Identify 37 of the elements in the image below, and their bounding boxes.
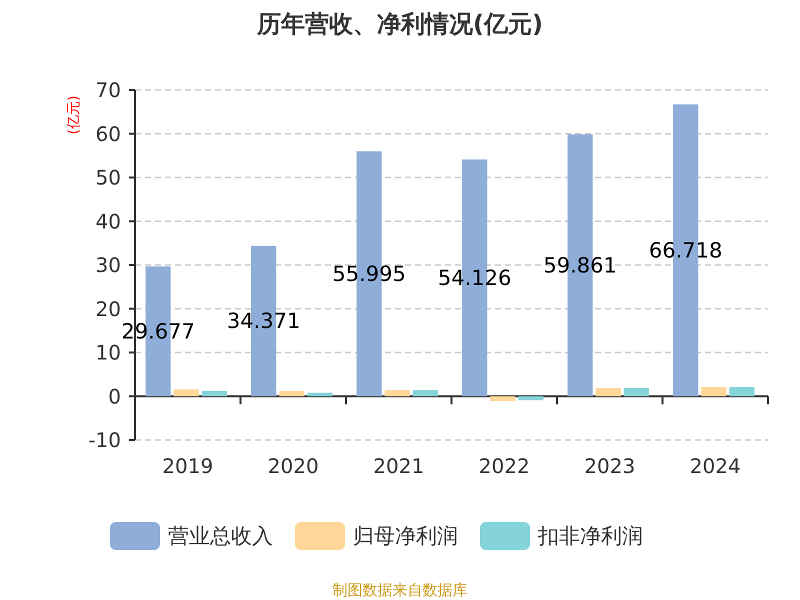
text: 制图数据来自数据库 bbox=[332, 581, 468, 599]
legend-label: 归母净利润 bbox=[353, 524, 458, 548]
x-tick-label: 2021 bbox=[373, 454, 424, 478]
y-tick-label: 30 bbox=[96, 253, 121, 277]
y-tick-label: 60 bbox=[96, 122, 121, 146]
y-axis-title: (亿元) bbox=[66, 96, 82, 134]
data-label: 59.861 bbox=[543, 253, 617, 278]
data-label: 54.126 bbox=[438, 266, 512, 290]
y-tick-label: 0 bbox=[108, 384, 121, 408]
bar bbox=[202, 391, 227, 396]
bar bbox=[412, 390, 438, 396]
bar bbox=[307, 392, 332, 396]
legend-label: 扣非净利润 bbox=[537, 524, 643, 548]
bar bbox=[596, 388, 621, 396]
bar bbox=[384, 390, 410, 396]
bar bbox=[174, 389, 199, 396]
legend-label: 营业总收入 bbox=[168, 524, 273, 548]
data-label: 66.718 bbox=[648, 238, 722, 262]
y-tick-label: 40 bbox=[96, 209, 121, 234]
bar bbox=[729, 387, 754, 396]
bar bbox=[624, 388, 649, 396]
x-tick-label: 2019 bbox=[162, 454, 214, 478]
bar bbox=[490, 396, 516, 402]
y-tick-label: 50 bbox=[96, 166, 121, 190]
x-tick-label: 2024 bbox=[690, 454, 741, 478]
x-tick-label: 2020 bbox=[268, 454, 319, 478]
x-tick-label: 2022 bbox=[478, 454, 530, 478]
y-tick-label: 70 bbox=[96, 78, 121, 102]
data-label: 55.995 bbox=[332, 262, 406, 286]
data-label: 34.371 bbox=[226, 309, 300, 334]
y-tick-label: 20 bbox=[96, 296, 121, 321]
y-tick-label: 10 bbox=[96, 340, 121, 364]
y-tick-label: -10 bbox=[88, 428, 121, 452]
x-tick-label: 2023 bbox=[584, 454, 636, 478]
bar bbox=[701, 387, 726, 396]
bar bbox=[279, 391, 304, 396]
chart-title: 历年营收、净利情况(亿元) bbox=[256, 10, 543, 38]
